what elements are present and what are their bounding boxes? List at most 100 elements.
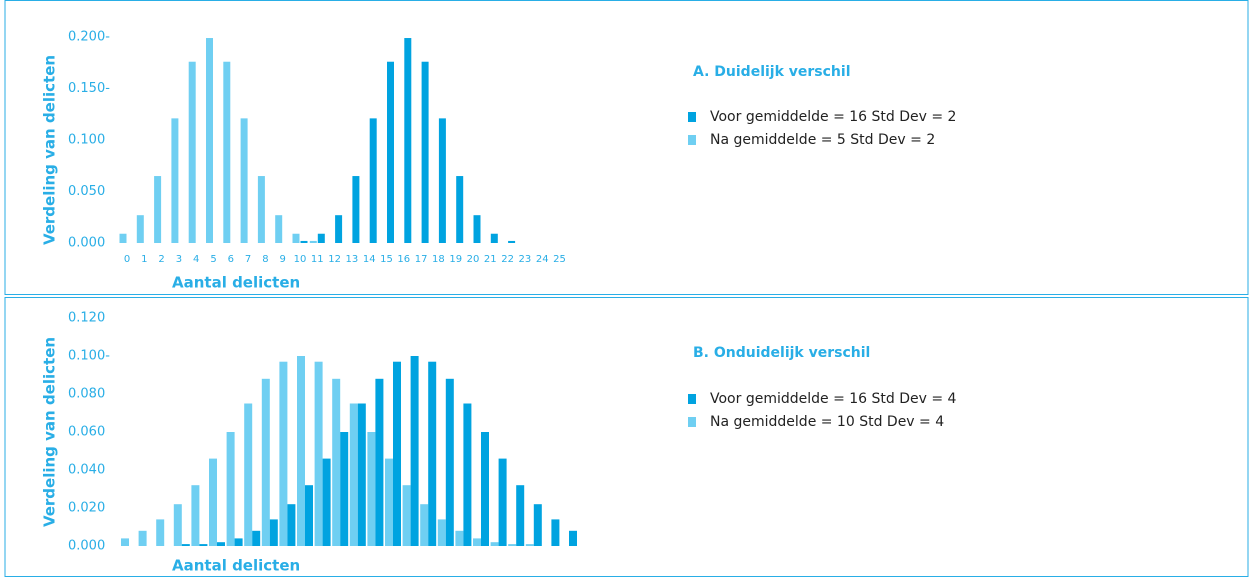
y-axis-label: Verdeling van delicten: [41, 337, 59, 527]
bar: [490, 542, 499, 546]
bar: [269, 519, 278, 546]
x-tick-label: 7: [245, 254, 251, 265]
bar: [335, 215, 343, 243]
bar: [261, 378, 270, 546]
bar: [287, 504, 296, 546]
bar: [279, 361, 288, 546]
legend-swatch: [688, 417, 696, 427]
x-tick-label: 10: [294, 254, 307, 265]
bar: [138, 530, 147, 546]
bar: [234, 538, 243, 546]
legend-swatch: [688, 394, 696, 404]
bar: [252, 530, 261, 546]
bar: [375, 378, 384, 546]
bar: [410, 356, 419, 546]
y-tick-label: 0.060: [68, 425, 105, 440]
y-axis-label: Verdeling van delicten: [41, 55, 59, 245]
bar: [275, 215, 283, 243]
bar: [171, 118, 179, 243]
bar: [173, 504, 182, 546]
y-tick-label: 0.080: [68, 387, 105, 402]
x-tick-label: 9: [280, 254, 286, 265]
bar: [136, 215, 144, 243]
bar: [404, 38, 412, 243]
x-tick-label: 15: [380, 254, 393, 265]
y-tick-label: 0.100-: [68, 349, 110, 364]
y-tick-label: 0.100: [68, 133, 105, 148]
y-tick-label: 0.040: [68, 463, 105, 478]
x-tick-label: 11: [311, 254, 324, 265]
bar: [569, 530, 577, 546]
x-tick-label: 16: [397, 254, 410, 265]
bar: [508, 544, 517, 546]
bar: [516, 485, 525, 546]
bar: [244, 403, 253, 546]
x-tick-label: 25: [553, 254, 566, 265]
bar: [322, 458, 331, 546]
chart-title: B. Onduidelijk verschil: [693, 345, 870, 361]
bar: [305, 485, 313, 546]
legend-label: Na gemiddelde = 10 Std Dev = 4: [710, 414, 944, 430]
bar: [456, 176, 464, 243]
legend-label: Voor gemiddelde = 16 Std Dev = 4: [710, 391, 957, 407]
bar: [421, 61, 429, 243]
bar: [156, 519, 165, 546]
bar: [349, 403, 358, 546]
legend-swatch: [688, 135, 696, 145]
bar: [340, 432, 349, 546]
x-tick-label: 13: [346, 254, 359, 265]
legend-swatch: [688, 112, 696, 122]
x-tick-label: 2: [158, 254, 164, 265]
bar: [226, 432, 235, 546]
bar: [181, 544, 190, 546]
bar: [463, 403, 472, 546]
x-tick-label: 24: [536, 254, 549, 265]
x-tick-label: 21: [484, 254, 497, 265]
x-axis-label: Aantal delicten: [172, 274, 300, 292]
bar: [317, 233, 325, 243]
x-tick-label: 6: [228, 254, 234, 265]
bar: [191, 485, 200, 546]
bar: [420, 504, 429, 546]
bar: [188, 61, 196, 243]
bar: [357, 403, 366, 546]
bar: [367, 432, 376, 546]
bar: [473, 215, 481, 243]
bar: [473, 538, 481, 546]
y-tick-label: 0.020: [68, 501, 105, 516]
bar: [369, 118, 377, 243]
bar: [199, 544, 208, 546]
bar: [314, 361, 323, 546]
x-tick-label: 18: [432, 254, 445, 265]
x-tick-label: 17: [415, 254, 428, 265]
bar: [437, 519, 446, 546]
bar: [154, 176, 162, 243]
chart-title: A. Duidelijk verschil: [693, 64, 851, 80]
x-tick-label: 19: [449, 254, 462, 265]
y-tick-label: 0.000: [68, 539, 105, 554]
x-tick-label: 5: [210, 254, 216, 265]
y-tick-label: 0.000: [68, 236, 105, 251]
y-tick-label: 0.200-: [68, 30, 110, 45]
bar: [209, 458, 217, 546]
bar: [551, 519, 560, 546]
bar: [292, 233, 300, 243]
x-tick-label: 8: [262, 254, 268, 265]
bar: [300, 240, 308, 243]
bar: [385, 458, 393, 546]
panel-frame: [4, 0, 1249, 295]
legend-label: Na gemiddelde = 5 Std Dev = 2: [710, 132, 935, 148]
bar: [309, 240, 317, 243]
bar: [508, 240, 516, 243]
bar: [533, 504, 542, 546]
bar: [257, 176, 265, 243]
bar: [490, 233, 498, 243]
bar: [402, 485, 411, 546]
x-tick-label: 14: [363, 254, 376, 265]
x-tick-label: 12: [328, 254, 341, 265]
y-tick-label: 0.120: [68, 311, 105, 326]
bar: [223, 61, 231, 243]
legend-label: Voor gemiddelde = 16 Std Dev = 2: [710, 109, 956, 125]
bar: [445, 378, 454, 546]
